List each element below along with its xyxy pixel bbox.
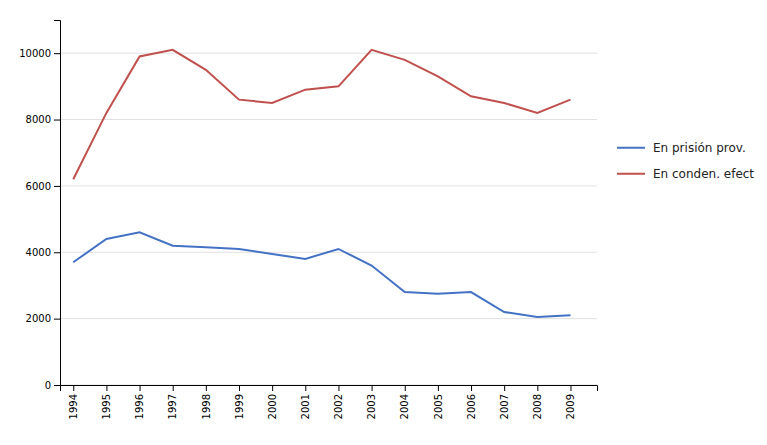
y-tick-label: 0	[45, 380, 51, 391]
x-tick: 2005	[433, 385, 444, 419]
x-tick-label: 1999	[234, 394, 245, 419]
x-tick-label: 2001	[300, 394, 311, 419]
y-tick: 4000	[26, 247, 60, 258]
x-axis: 1994 1995 1996 1997 1998 1999 2000 2001 2002 2003…	[61, 385, 598, 419]
x-tick-line	[73, 385, 74, 391]
x-tick-line	[173, 385, 174, 391]
x-tick: 2009	[565, 385, 576, 419]
x-tick-line	[504, 385, 505, 391]
y-tick: 10000	[19, 48, 60, 59]
plot: 1994 1995 1996 1997 1998 1999 2000 2001 2002 2003…	[19, 21, 597, 420]
x-tick: 1996	[134, 385, 145, 419]
y-tick-line	[54, 120, 60, 121]
x-tick: 2004	[399, 385, 410, 419]
x-tick-line	[272, 385, 273, 391]
x-tick: 1995	[101, 385, 112, 419]
x-tick-line	[438, 385, 439, 391]
y-axis-line	[54, 21, 61, 386]
chart-svg: 1994 1995 1996 1997 1998 1999 2000 2001 2002 2003…	[0, 0, 767, 445]
y-tick-line	[54, 252, 60, 253]
legend-swatch	[617, 147, 645, 149]
x-tick-label: 2002	[333, 394, 344, 419]
x-tick-label: 1995	[101, 394, 112, 419]
x-tick-label: 2007	[499, 394, 510, 419]
y-tick: 6000	[26, 181, 60, 192]
x-tick: 1994	[68, 385, 79, 419]
x-tick-label: 2008	[532, 394, 543, 419]
grid-line	[60, 53, 597, 54]
x-tick-label: 1997	[167, 394, 178, 419]
x-tick-line	[405, 385, 406, 391]
y-tick-label: 6000	[26, 181, 51, 192]
x-tick-label: 2009	[565, 394, 576, 419]
x-tick-line	[239, 385, 240, 391]
grid-line	[60, 119, 597, 120]
y-tick-label: 4000	[26, 247, 51, 258]
x-tick-label: 2005	[433, 394, 444, 419]
x-tick-line	[537, 385, 538, 391]
x-tick-label: 1996	[134, 394, 145, 419]
x-axis-line	[61, 386, 598, 392]
y-tick-line	[54, 53, 60, 54]
x-tick: 1997	[167, 385, 178, 419]
legend-item: En conden. efect	[617, 167, 754, 181]
x-tick: 1998	[201, 385, 212, 419]
legend-swatch	[617, 173, 645, 175]
x-tick-label: 1994	[68, 394, 79, 419]
x-tick: 2006	[466, 385, 477, 419]
x-tick: 2002	[333, 385, 344, 419]
x-tick-line	[570, 385, 571, 391]
x-tick-line	[140, 385, 141, 391]
grid-line	[60, 318, 597, 319]
series-group	[73, 50, 570, 317]
y-tick: 0	[45, 380, 60, 391]
y-tick-line	[54, 186, 60, 187]
y-tick-label: 2000	[26, 313, 51, 324]
x-tick: 2001	[300, 385, 311, 419]
x-tick: 2000	[267, 385, 278, 419]
x-tick: 2007	[499, 385, 510, 419]
series-line	[73, 50, 570, 179]
grid-line	[60, 185, 597, 186]
legend-label: En conden. efect	[653, 167, 754, 181]
legend-label: En prisión prov.	[653, 141, 746, 155]
chart-container: 1994 1995 1996 1997 1998 1999 2000 2001 2002 2003…	[0, 0, 767, 445]
x-tick-line	[471, 385, 472, 391]
y-tick: 8000	[26, 114, 60, 125]
x-tick-line	[305, 385, 306, 391]
grid	[60, 53, 597, 385]
x-tick-line	[206, 385, 207, 391]
x-tick-label: 2004	[399, 394, 410, 419]
x-tick-line	[372, 385, 373, 391]
x-tick-line	[338, 385, 339, 391]
y-axis: 0 2000 4000 6000 8000 10000	[19, 21, 60, 391]
x-tick-label: 2006	[466, 394, 477, 419]
x-tick: 2003	[366, 385, 377, 419]
x-tick-label: 1998	[201, 394, 212, 419]
y-tick-line	[54, 385, 60, 386]
legend-item: En prisión prov.	[617, 141, 746, 155]
x-tick: 1999	[234, 385, 245, 419]
x-tick-line	[106, 385, 107, 391]
y-tick: 2000	[26, 313, 60, 324]
x-tick-label: 2000	[267, 394, 278, 419]
series-line	[73, 232, 570, 317]
y-tick-label: 10000	[19, 48, 51, 59]
y-tick-line	[54, 319, 60, 320]
legend: En prisión prov. En conden. efect	[617, 141, 754, 181]
y-tick-label: 8000	[26, 114, 51, 125]
x-tick: 2008	[532, 385, 543, 419]
x-tick-label: 2003	[366, 394, 377, 419]
